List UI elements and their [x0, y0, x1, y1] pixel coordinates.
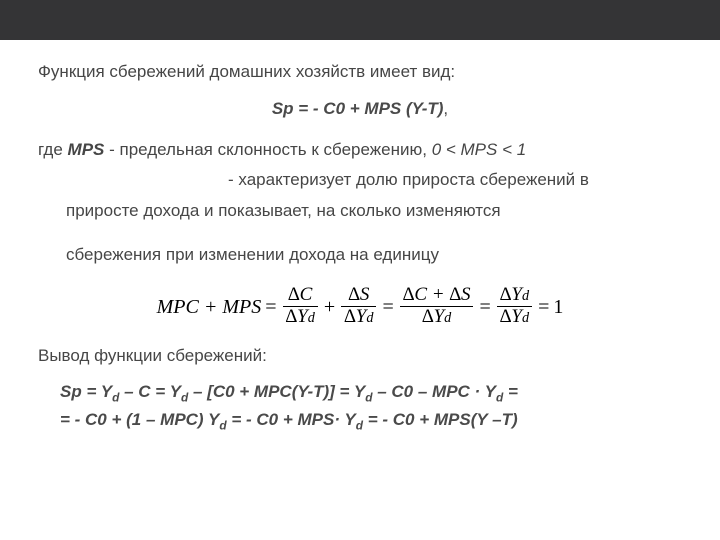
equals-4: =: [538, 291, 549, 323]
d1d: – C0 – MPC · Y: [373, 382, 496, 401]
mps-inequality: 0 < MPS < 1: [432, 140, 527, 159]
d2c: = - C0 + MPS(Y –T): [363, 410, 518, 429]
d1b: – C = Y: [119, 382, 181, 401]
lhs: MPC + MPS: [157, 291, 262, 323]
sub3: d: [365, 390, 372, 404]
sub6: d: [356, 419, 363, 433]
intro-text: Функция сбережений домашних хозяйств име…: [38, 58, 682, 85]
frac-4: ∆Yd ∆Yd: [497, 285, 532, 328]
savings-function-equation: Sp = - C0 + MPS (Y-T),: [38, 95, 682, 122]
d1e: =: [503, 382, 518, 401]
equals-2: =: [382, 291, 393, 323]
def-mid: - предельная склонность к сбережению,: [104, 140, 431, 159]
bullet-text: характеризует долю прироста сбережений в: [228, 170, 589, 189]
frac-2: ∆S ∆Yd: [341, 285, 376, 328]
bullet-line: характеризует долю прироста сбережений в: [38, 166, 682, 193]
frac-3: ∆C + ∆S ∆Yd: [400, 285, 474, 328]
derivation-heading: Вывод функции сбережений:: [38, 342, 682, 369]
header-bar: [0, 0, 720, 40]
derive-line-2: = - C0 + (1 – MPC) Yd = - C0 + MPS· Yd =…: [60, 407, 682, 435]
frac-1: ∆C ∆Yd: [283, 285, 318, 328]
d2a: = - C0 + (1 – MPC) Y: [60, 410, 219, 429]
sub5: d: [219, 419, 226, 433]
mps-var: MPS: [68, 140, 105, 159]
d1a: Sp = Y: [60, 382, 112, 401]
eq-bold: Sp = - C0 + MPS (Y-T): [272, 99, 444, 118]
mpc-mps-identity: MPC + MPS = ∆C ∆Yd + ∆S ∆Yd = ∆C + ∆S ∆Y…: [38, 285, 682, 328]
cont-line-1: приросте дохода и показывает, на сколько…: [38, 197, 682, 224]
equals-1: =: [265, 291, 276, 323]
derive-line-1: Sp = Yd – C = Yd – [C0 + MPC(Y-T)] = Yd …: [60, 379, 682, 407]
mps-definition-line: где MPS - предельная склонность к сбереж…: [38, 136, 682, 163]
derivation-equations: Sp = Yd – C = Yd – [C0 + MPC(Y-T)] = Yd …: [38, 379, 682, 436]
equals-3: =: [479, 291, 490, 323]
cont-line-2: сбережения при изменении дохода на едини…: [38, 241, 682, 268]
where-prefix: где: [38, 140, 68, 159]
plus-1: +: [324, 291, 335, 323]
result-one: 1: [553, 291, 563, 323]
d2b: = - C0 + MPS· Y: [227, 410, 356, 429]
eq-comma: ,: [443, 99, 448, 118]
d1c: – [C0 + MPC(Y-T)] = Y: [188, 382, 365, 401]
slide-content: Функция сбережений домашних хозяйств име…: [0, 40, 720, 436]
